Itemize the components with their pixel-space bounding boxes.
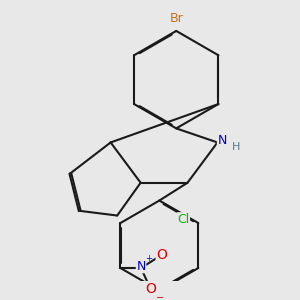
Text: O: O	[145, 282, 156, 296]
Text: +: +	[145, 254, 152, 263]
Text: N: N	[218, 134, 227, 147]
Text: O: O	[156, 248, 167, 262]
Text: N: N	[136, 260, 146, 273]
Text: −: −	[156, 293, 164, 300]
Text: Br: Br	[169, 12, 183, 25]
Text: Cl: Cl	[177, 213, 190, 226]
Text: H: H	[232, 142, 240, 152]
